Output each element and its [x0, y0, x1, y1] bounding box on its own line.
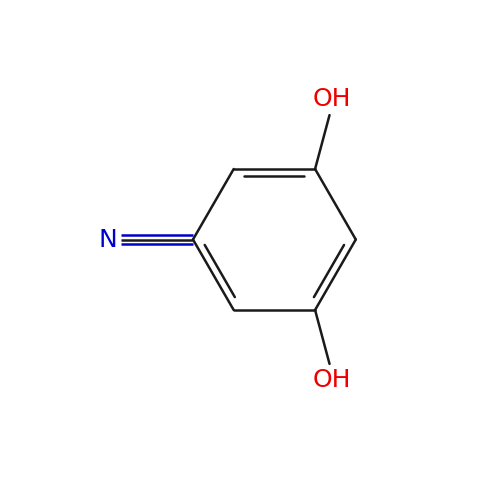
Text: OH: OH [312, 87, 351, 112]
Text: N: N [98, 228, 117, 251]
Text: OH: OH [312, 367, 351, 392]
